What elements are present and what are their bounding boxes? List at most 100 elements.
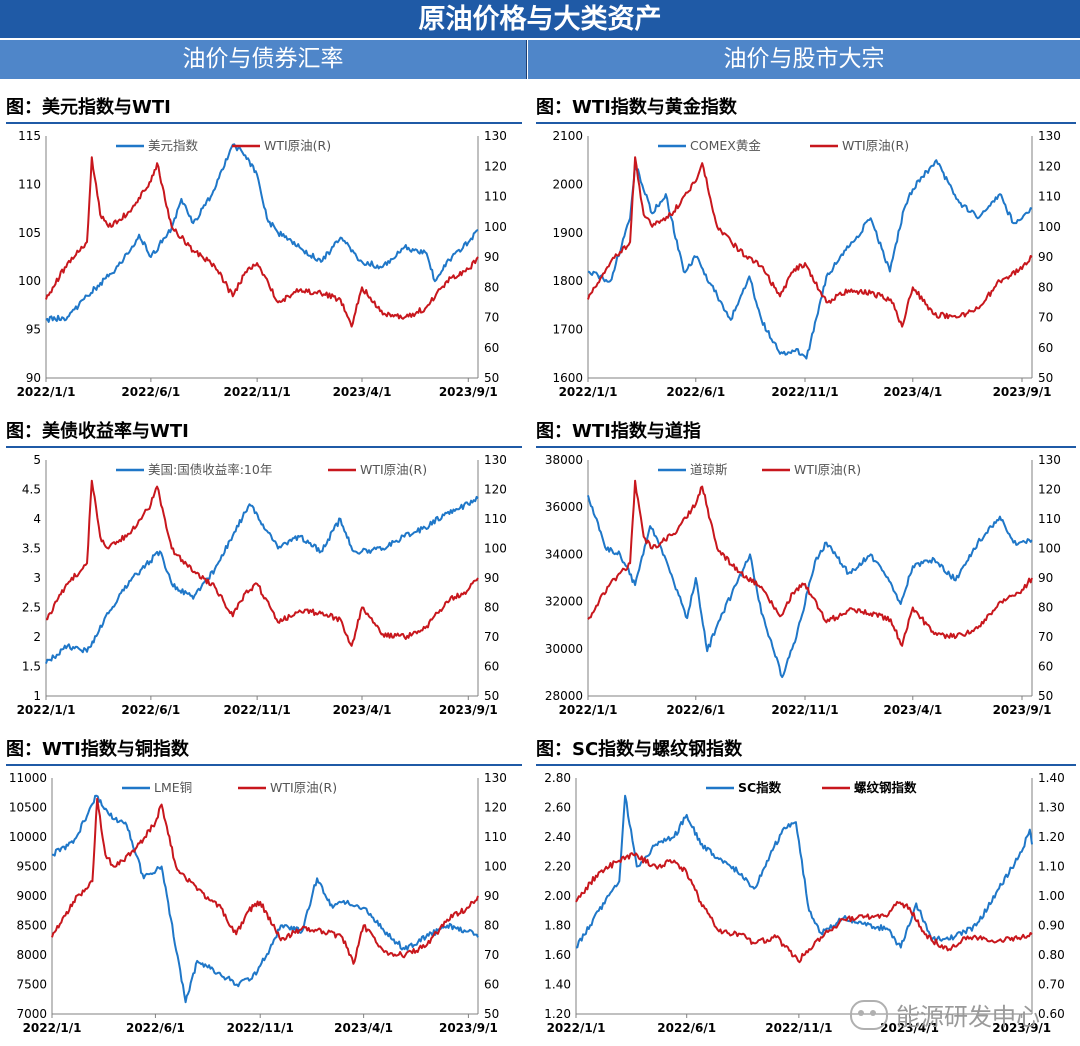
- x-tick-label: 2023/9/1: [992, 1021, 1051, 1035]
- y-left-tick-label: 95: [26, 323, 41, 337]
- y-right-tick-label: 1.30: [1038, 801, 1065, 815]
- x-tick-label: 2022/6/1: [121, 385, 180, 399]
- x-tick-label: 2022/6/1: [666, 703, 725, 717]
- y-left-tick-label: 1.20: [544, 1007, 571, 1021]
- y-right-tick-label: 100: [484, 860, 507, 874]
- x-tick-label: 2022/1/1: [17, 703, 76, 717]
- legend: 美国:国债收益率:10年 WTI原油(R): [116, 462, 427, 477]
- y-right-tick-label: 80: [1038, 280, 1053, 294]
- y-left-tick-label: 5: [33, 453, 41, 467]
- x-tick-label: 2023/4/1: [333, 385, 392, 399]
- y-left-tick-label: 32000: [545, 595, 583, 609]
- x-tick-label: 2022/11/1: [224, 385, 291, 399]
- legend-label: LME铜: [154, 780, 192, 795]
- y-right-tick-label: 60: [1038, 660, 1053, 674]
- x-tick-label: 2023/9/1: [439, 703, 498, 717]
- x-tick-label: 2022/1/1: [559, 385, 618, 399]
- y-right-tick-label: 60: [484, 978, 499, 992]
- chart-title: 图：SC指数与螺纹钢指数: [536, 739, 743, 760]
- x-tick-label: 2023/9/1: [439, 385, 498, 399]
- chart-panel-copper: 图：WTI指数与铜指数 7000 7500 8000 8500 9000 9500 1000…: [6, 738, 522, 1038]
- y-right-tick-label: 1.40: [1038, 771, 1065, 785]
- y-left-tick-label: 8500: [16, 919, 47, 933]
- y-right-tick-label: 130: [484, 129, 507, 143]
- y-left-tick-label: 1.80: [544, 919, 571, 933]
- y-right-tick-label: 90: [1038, 571, 1053, 585]
- y-left-tick-label: 11000: [9, 771, 47, 785]
- y-left-tick-label: 110: [18, 177, 41, 191]
- x-tick-label: 2022/11/1: [771, 703, 838, 717]
- y-right-tick-label: 130: [1038, 129, 1061, 143]
- y-right-tick-label: 120: [484, 159, 507, 173]
- x-tick-label: 2022/1/1: [547, 1021, 606, 1035]
- y-left-tick-label: 8000: [16, 948, 47, 962]
- chart-title: 图：WTI指数与铜指数: [6, 739, 189, 760]
- y-left-tick-label: 38000: [545, 453, 583, 467]
- x-tick-label: 2023/4/1: [333, 703, 392, 717]
- y-right-tick-label: 120: [1038, 159, 1061, 173]
- y-left-tick-label: 7000: [16, 1007, 47, 1021]
- y-right-tick-label: 70: [484, 948, 499, 962]
- chart-panel-gold: 图：WTI指数与黄金指数 1600 1700 1800 1900 2000 2100 50 6…: [536, 96, 1076, 402]
- x-tick-label: 2022/6/1: [666, 385, 725, 399]
- series-line: [587, 156, 1033, 328]
- x-tick-label: 2023/4/1: [883, 385, 942, 399]
- y-left-tick-label: 30000: [545, 642, 583, 656]
- title-rule: [6, 122, 522, 124]
- chart-svg: 1 1.5 2 2.5 3 3.5 4 4.5 5 50 60 70 80 90 100 110 120 130 2…: [17, 453, 507, 717]
- y-right-tick-label: 70: [484, 630, 499, 644]
- y-right-tick-label: 50: [1038, 689, 1053, 703]
- legend-label: COMEX黄金: [690, 138, 761, 153]
- y-left-tick-label: 36000: [545, 500, 583, 514]
- y-right-tick-label: 80: [484, 919, 499, 933]
- x-tick-label: 2022/11/1: [771, 385, 838, 399]
- y-right-tick-label: 0.70: [1038, 978, 1065, 992]
- legend-label: WTI原油(R): [842, 138, 909, 153]
- y-right-tick-label: 110: [484, 190, 507, 204]
- chart-panel-dow: 图：WTI指数与道指 28000 30000 32000 34000 36000 3800…: [536, 420, 1076, 720]
- legend: 美元指数 WTI原油(R): [116, 138, 331, 153]
- y-right-tick-label: 70: [484, 311, 499, 325]
- y-right-tick-label: 120: [484, 801, 507, 815]
- x-tick-label: 2023/4/1: [334, 1021, 393, 1035]
- chart-title: 图：美债收益率与WTI: [6, 421, 189, 442]
- chart-panel-treasury: 图：美债收益率与WTI 1 1.5 2 2.5 3 3.5 4 4.5 5 50 60 70 80 90 1…: [6, 420, 522, 720]
- y-left-tick-label: 1600: [552, 371, 583, 385]
- y-left-tick-label: 115: [18, 129, 41, 143]
- y-right-tick-label: 0.60: [1038, 1007, 1065, 1021]
- y-right-tick-label: 120: [1038, 483, 1061, 497]
- y-right-tick-label: 110: [1038, 512, 1061, 526]
- y-left-tick-label: 34000: [545, 547, 583, 561]
- y-left-tick-label: 1.5: [22, 660, 41, 674]
- y-left-tick-label: 2.60: [544, 801, 571, 815]
- series-line: [52, 794, 479, 1004]
- legend-label: 美国:国债收益率:10年: [148, 462, 272, 477]
- y-left-tick-label: 2.5: [22, 601, 41, 615]
- series-line: [575, 852, 1033, 964]
- y-right-tick-label: 50: [484, 689, 499, 703]
- y-right-tick-label: 60: [484, 660, 499, 674]
- y-right-tick-label: 90: [484, 250, 499, 264]
- legend: LME铜 WTI原油(R): [122, 780, 337, 795]
- y-right-tick-label: 0.80: [1038, 948, 1065, 962]
- y-right-tick-label: 70: [1038, 311, 1053, 325]
- y-left-tick-label: 1: [33, 689, 41, 703]
- x-tick-label: 2022/6/1: [121, 703, 180, 717]
- legend-label: 螺纹钢指数: [854, 780, 917, 795]
- title-rule: [6, 446, 522, 448]
- y-right-tick-label: 100: [484, 220, 507, 234]
- x-tick-label: 2022/1/1: [17, 385, 76, 399]
- y-left-tick-label: 9500: [16, 860, 47, 874]
- y-right-tick-label: 100: [1038, 542, 1061, 556]
- y-right-tick-label: 1.00: [1038, 889, 1065, 903]
- y-left-tick-label: 4: [33, 512, 41, 526]
- x-tick-label: 2022/1/1: [23, 1021, 82, 1035]
- page-banner-title: 原油价格与大类资产: [0, 0, 1080, 40]
- legend-label: WTI原油(R): [360, 462, 427, 477]
- y-left-tick-label: 100: [18, 274, 41, 288]
- series-line: [45, 156, 479, 328]
- y-right-tick-label: 110: [484, 830, 507, 844]
- chart-title: 图：WTI指数与黄金指数: [536, 97, 737, 118]
- y-right-tick-label: 130: [484, 453, 507, 467]
- legend-label: 美元指数: [148, 138, 199, 153]
